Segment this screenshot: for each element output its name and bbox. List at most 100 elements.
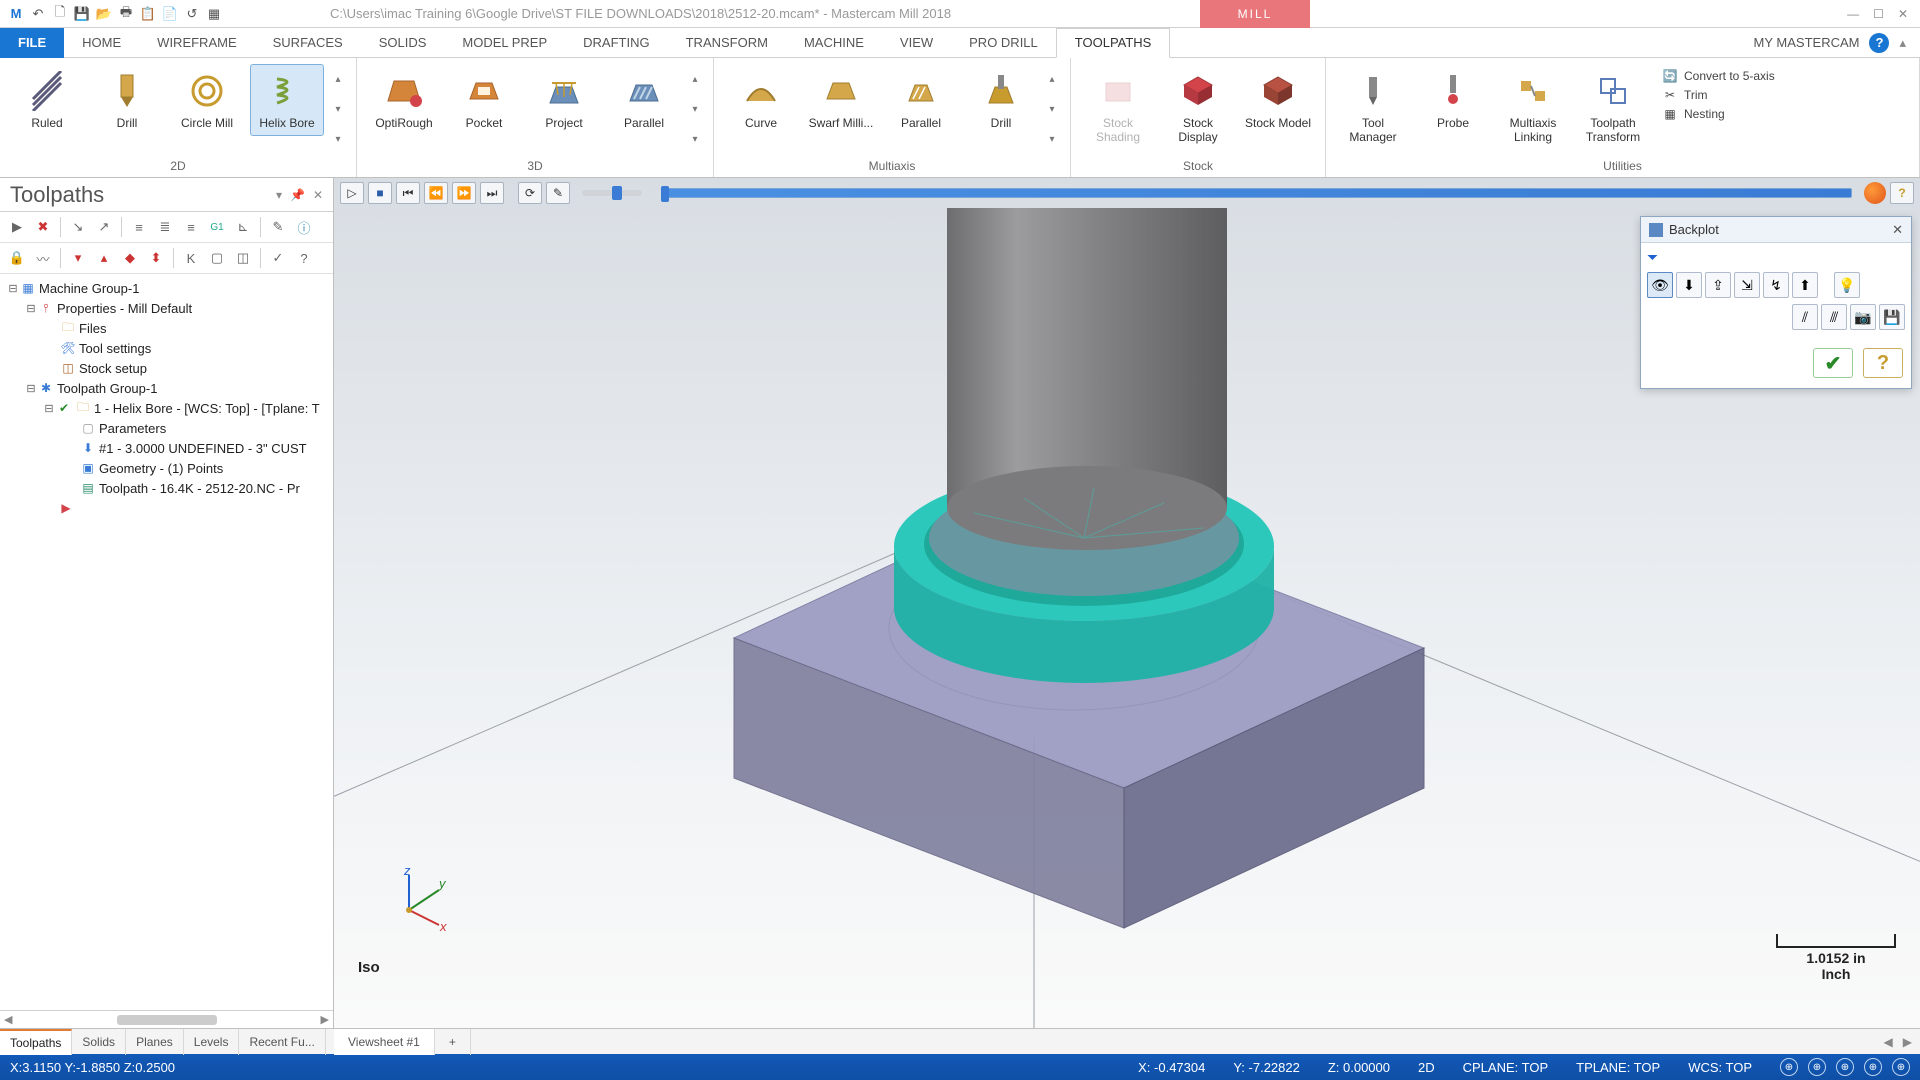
tb-tri3-icon[interactable]: ◆ bbox=[119, 247, 141, 269]
tb-select-icon[interactable]: ▶ bbox=[6, 216, 28, 238]
qat-undo2-icon[interactable]: ↺ bbox=[184, 6, 200, 22]
tb-lines2-icon[interactable]: ≣ bbox=[154, 216, 176, 238]
play-loop-icon[interactable]: ⟳ bbox=[518, 182, 542, 204]
tb-lines1-icon[interactable]: ≡ bbox=[128, 216, 150, 238]
tab-view[interactable]: VIEW bbox=[882, 28, 951, 58]
qat-copy-icon[interactable]: 📋 bbox=[140, 6, 156, 22]
tree-toolpath-group[interactable]: ⊟✱Toolpath Group-1 bbox=[2, 378, 331, 398]
tb-tri2-icon[interactable]: ▴ bbox=[93, 247, 115, 269]
play-last-icon[interactable]: ⏭ bbox=[480, 182, 504, 204]
tb-arrow1-icon[interactable]: ↘ bbox=[67, 216, 89, 238]
play-help-icon[interactable]: ? bbox=[1890, 182, 1914, 204]
panel-dropdown-icon[interactable]: ▾ bbox=[276, 188, 282, 202]
btn-drill[interactable]: Drill bbox=[90, 64, 164, 136]
sbt-recent[interactable]: Recent Fu... bbox=[239, 1029, 325, 1055]
view-scroll-right-icon[interactable]: ▶ bbox=[1903, 1035, 1912, 1049]
viewport[interactable]: ▷ ■ ⏮ ⏪ ⏩ ⏭ ⟳ ✎ ? bbox=[334, 178, 1920, 1028]
tb-tri4-icon[interactable]: ⬍ bbox=[145, 247, 167, 269]
status-globe1-icon[interactable]: ⊕ bbox=[1780, 1058, 1798, 1076]
tb-tri1-icon[interactable]: ▾ bbox=[67, 247, 89, 269]
btn-probe[interactable]: Probe bbox=[1416, 64, 1490, 136]
btn-helix-bore[interactable]: Helix Bore bbox=[250, 64, 324, 136]
backplot-close-icon[interactable]: ✕ bbox=[1892, 222, 1903, 238]
sbt-planes[interactable]: Planes bbox=[126, 1029, 184, 1055]
play-trace-icon[interactable]: ✎ bbox=[546, 182, 570, 204]
btn-nesting[interactable]: ▦Nesting bbox=[1662, 106, 1775, 122]
btn-stock-display[interactable]: Stock Display bbox=[1161, 64, 1235, 150]
tb-lock-icon[interactable]: 🔒 bbox=[6, 247, 28, 269]
status-globe5-icon[interactable]: ⊕ bbox=[1892, 1058, 1910, 1076]
btn-toolpath-transform[interactable]: Toolpath Transform bbox=[1576, 64, 1650, 150]
tree-op1[interactable]: ⊟✔🗀1 - Helix Bore - [WCS: Top] - [Tplane… bbox=[2, 398, 331, 418]
vt-viewsheet1[interactable]: Viewsheet #1 bbox=[334, 1029, 435, 1055]
btn-tool-manager[interactable]: Tool Manager bbox=[1336, 64, 1410, 150]
btn-optirough[interactable]: OptiRough bbox=[367, 64, 441, 136]
tree-hscroll[interactable]: ◀▶ bbox=[0, 1010, 333, 1028]
status-wcs[interactable]: WCS: TOP bbox=[1688, 1060, 1752, 1075]
help-icon[interactable]: ? bbox=[1869, 33, 1889, 53]
status-globe3-icon[interactable]: ⊕ bbox=[1836, 1058, 1854, 1076]
tab-file[interactable]: FILE bbox=[0, 28, 64, 58]
tb-q-icon[interactable]: ? bbox=[293, 247, 315, 269]
btn-swarf[interactable]: Swarf Milli... bbox=[804, 64, 878, 136]
bp-tool3-icon[interactable]: ⇲ bbox=[1734, 272, 1760, 298]
backplot-collapse-icon[interactable]: ⏷ bbox=[1647, 249, 1658, 266]
tb-lines3-icon[interactable]: ≡ bbox=[180, 216, 202, 238]
tb-k-icon[interactable]: K bbox=[180, 247, 202, 269]
btn-pocket[interactable]: Pocket bbox=[447, 64, 521, 136]
panel-pin-icon[interactable]: 📌 bbox=[290, 188, 305, 202]
vt-add[interactable]: + bbox=[435, 1029, 471, 1055]
btn-multiaxis-linking[interactable]: Multiaxis Linking bbox=[1496, 64, 1570, 150]
qat-save-icon[interactable]: 💾 bbox=[74, 6, 90, 22]
qat-print-icon[interactable]: 🖶 bbox=[118, 6, 134, 22]
backplot-help-button[interactable]: ? bbox=[1863, 348, 1903, 378]
tree-parameters[interactable]: ▢Parameters bbox=[2, 418, 331, 438]
tab-solids[interactable]: SOLIDS bbox=[361, 28, 445, 58]
sbt-solids[interactable]: Solids bbox=[72, 1029, 126, 1055]
tab-model-prep[interactable]: MODEL PREP bbox=[444, 28, 565, 58]
group-2d-gallery-arrows[interactable]: ▴▾▾ bbox=[330, 64, 346, 154]
minimize-icon[interactable]: — bbox=[1847, 7, 1859, 21]
tab-transform[interactable]: TRANSFORM bbox=[668, 28, 786, 58]
btn-drill-ma[interactable]: Drill bbox=[964, 64, 1038, 136]
tab-home[interactable]: HOME bbox=[64, 28, 139, 58]
tab-wireframe[interactable]: WIREFRAME bbox=[139, 28, 254, 58]
tb-p-icon[interactable]: ◫ bbox=[232, 247, 254, 269]
play-cursor-icon[interactable]: ▷ bbox=[340, 182, 364, 204]
bp-hatch1-icon[interactable]: ⫽ bbox=[1792, 304, 1818, 330]
tree-tool-def[interactable]: ⬇#1 - 3.0000 UNDEFINED - 3" CUST bbox=[2, 438, 331, 458]
tab-machine[interactable]: MACHINE bbox=[786, 28, 882, 58]
panel-close-icon[interactable]: ✕ bbox=[313, 188, 323, 202]
close-icon[interactable]: ✕ bbox=[1898, 7, 1908, 21]
view-scroll-left-icon[interactable]: ◀ bbox=[1884, 1035, 1893, 1049]
tab-drafting[interactable]: DRAFTING bbox=[565, 28, 667, 58]
tree-stock-setup[interactable]: ◫Stock setup bbox=[2, 358, 331, 378]
tree-machine-group[interactable]: ⊟▦Machine Group-1 bbox=[2, 278, 331, 298]
play-progress-slider[interactable] bbox=[662, 188, 1852, 198]
qat-redo-icon[interactable]: ▦ bbox=[206, 6, 222, 22]
btn-ruled[interactable]: Ruled bbox=[10, 64, 84, 136]
btn-parallel-ma[interactable]: Parallel bbox=[884, 64, 958, 136]
bp-save-icon[interactable]: 💾 bbox=[1879, 304, 1905, 330]
tree-tool-settings[interactable]: 🛠Tool settings bbox=[2, 338, 331, 358]
tb-chk-icon[interactable]: ✓ bbox=[267, 247, 289, 269]
btn-parallel-3d[interactable]: Parallel bbox=[607, 64, 681, 136]
status-globe2-icon[interactable]: ⊕ bbox=[1808, 1058, 1826, 1076]
tree-files[interactable]: 🗀Files bbox=[2, 318, 331, 338]
tb-wave-icon[interactable]: 〰 bbox=[32, 247, 54, 269]
alert-indicator-icon[interactable] bbox=[1864, 182, 1886, 204]
status-globe4-icon[interactable]: ⊕ bbox=[1864, 1058, 1882, 1076]
qat-undo-icon[interactable]: ↶ bbox=[30, 6, 46, 22]
bp-bulb-icon[interactable]: 💡 bbox=[1834, 272, 1860, 298]
bp-view-icon[interactable]: 👁 bbox=[1647, 272, 1673, 298]
tab-toolpaths[interactable]: TOOLPATHS bbox=[1056, 28, 1171, 58]
backplot-title-bar[interactable]: Backplot ✕ bbox=[1641, 217, 1911, 243]
play-prev-icon[interactable]: ⏪ bbox=[424, 182, 448, 204]
bp-tool2-icon[interactable]: ⇪ bbox=[1705, 272, 1731, 298]
status-2d[interactable]: 2D bbox=[1418, 1060, 1435, 1075]
group-3d-gallery-arrows[interactable]: ▴▾▾ bbox=[687, 64, 703, 154]
tb-edit-icon[interactable]: ✎ bbox=[267, 216, 289, 238]
play-speed-slider[interactable] bbox=[582, 190, 642, 196]
play-stop-icon[interactable]: ■ bbox=[368, 182, 392, 204]
my-mastercam-link[interactable]: MY MASTERCAM bbox=[1754, 35, 1860, 50]
